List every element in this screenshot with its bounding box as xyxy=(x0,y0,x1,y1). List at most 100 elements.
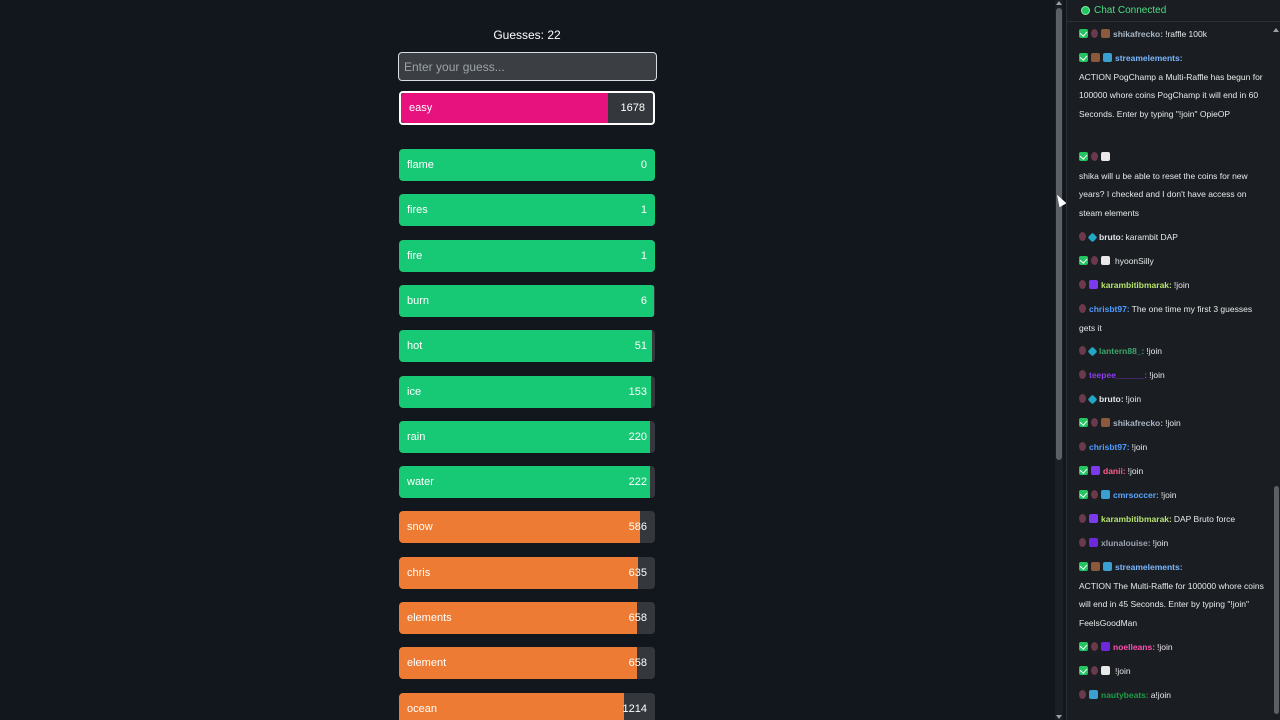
sword-badge-icon xyxy=(1091,53,1100,62)
drop-badge-icon xyxy=(1079,280,1086,289)
drop-badge-icon xyxy=(1091,666,1098,675)
page-scrollbar[interactable] xyxy=(1055,0,1063,720)
guess-word: ice xyxy=(407,385,422,398)
scroll-down-arrow-icon[interactable] xyxy=(1056,715,1062,719)
chat-username[interactable]: cmrsoccer: xyxy=(1113,490,1159,500)
guess-word: hot xyxy=(407,340,423,353)
chat-message: chrisbt97: !join xyxy=(1079,438,1269,457)
guess-word: element xyxy=(407,657,447,670)
guess-rank: 1 xyxy=(640,204,647,217)
chat-username[interactable]: bruto: xyxy=(1099,394,1124,404)
check-badge-icon xyxy=(1079,152,1088,161)
guess-row: flame 0 xyxy=(399,149,655,181)
gem-badge-icon xyxy=(1087,232,1098,243)
guess-row: ice 153 xyxy=(399,375,655,408)
guess-similarity-bar xyxy=(399,647,638,680)
tv-badge-icon xyxy=(1101,256,1110,265)
chat-message-text: a!join xyxy=(1150,690,1172,700)
drop-badge-icon xyxy=(1091,490,1098,499)
guess-row: snow 586 xyxy=(399,511,655,544)
chat-username[interactable]: teepee______: xyxy=(1089,370,1148,380)
chat-message: karambitibmarak: DAP Bruto force xyxy=(1079,510,1269,529)
chat-message: teepee______: !join xyxy=(1079,366,1269,385)
connected-status-icon xyxy=(1081,6,1090,15)
game-area: Guesses: 22 easy 1678 flame 0 fires 1 fire 1 b… xyxy=(398,28,657,720)
guess-word: fires xyxy=(407,204,428,217)
yt-badge-icon xyxy=(1091,466,1100,475)
guess-word: rain xyxy=(407,430,426,443)
guess-row: fire 1 xyxy=(399,239,655,272)
chat-message-text: karambit DAP xyxy=(1125,232,1178,242)
guess-similarity-bar xyxy=(399,692,625,720)
current-guess-rank: 1678 xyxy=(620,102,645,114)
guess-similarity-bar xyxy=(399,375,652,408)
chat-message: chrisbt97: The one time my first 3 guesse… xyxy=(1079,300,1269,337)
chat-username[interactable]: streamelements: xyxy=(1115,53,1183,63)
chat-username[interactable]: karambitibmarak: xyxy=(1101,280,1172,290)
chat-message: shikafrecko: !raffle 100k xyxy=(1079,25,1269,44)
chat-panel: Chat Connected shikafrecko: !raffle 100k s… xyxy=(1066,0,1280,720)
guess-similarity-bar xyxy=(399,511,640,544)
chat-username[interactable]: nautybeats: xyxy=(1101,690,1149,700)
guess-rank: 1 xyxy=(640,249,647,262)
guess-word: chris xyxy=(407,566,431,579)
chat-username[interactable]: streamelements: xyxy=(1115,562,1183,572)
chat-username[interactable]: bruto: xyxy=(1099,232,1124,242)
check-badge-icon xyxy=(1079,642,1088,651)
drop-badge-icon xyxy=(1079,442,1086,451)
chat-username[interactable]: shikafrecko: xyxy=(1113,29,1164,39)
guess-similarity-bar xyxy=(399,149,655,181)
tv-badge-icon xyxy=(1101,666,1110,675)
guess-rank: 658 xyxy=(628,612,647,624)
current-guess-fill xyxy=(401,93,608,123)
drop-badge-icon xyxy=(1079,346,1086,355)
chat-username[interactable]: lantern88_: xyxy=(1099,346,1145,356)
chat-message: streamelements: ACTION The Multi-Raffle f… xyxy=(1079,558,1269,633)
guess-row: rain 220 xyxy=(399,420,655,453)
guess-word: snow xyxy=(407,521,433,534)
chat-username[interactable]: chrisbt97: xyxy=(1089,442,1130,452)
chat-username[interactable]: noelleans: xyxy=(1113,642,1156,652)
chat-message: bruto: karambit DAP xyxy=(1079,228,1269,247)
guess-word: elements xyxy=(407,612,452,624)
chat-scroll-up-icon[interactable] xyxy=(1273,28,1279,32)
drop-badge-icon xyxy=(1091,418,1098,427)
guess-rank: 0 xyxy=(640,159,647,171)
chat-username[interactable]: chrisbt97: xyxy=(1089,304,1130,314)
guess-input[interactable] xyxy=(398,52,657,81)
chat-message-text: !join xyxy=(1127,466,1144,476)
dice-badge-icon xyxy=(1101,642,1110,651)
scrollbar-thumb[interactable] xyxy=(1056,8,1062,460)
gem-badge-icon xyxy=(1087,346,1098,357)
check-badge-icon xyxy=(1079,53,1088,62)
dice-badge-icon xyxy=(1089,538,1098,547)
box-badge-icon xyxy=(1103,53,1112,62)
drop-badge-icon xyxy=(1091,152,1098,161)
guess-rank: 6 xyxy=(640,294,647,307)
chat-scrollbar-thumb[interactable] xyxy=(1274,486,1279,714)
scroll-up-arrow-icon[interactable] xyxy=(1056,1,1062,5)
chat-header: Chat Connected xyxy=(1067,0,1280,22)
guess-row: fires 1 xyxy=(399,194,655,227)
drop-badge-icon xyxy=(1079,690,1086,699)
chat-message-text: !join xyxy=(1115,666,1131,676)
chat-username[interactable]: karambitibmarak: xyxy=(1101,514,1172,524)
chat-message-text: !join xyxy=(1160,490,1177,500)
chat-message: nautybeats: a!join xyxy=(1079,686,1269,705)
chat-message: danii: !join xyxy=(1079,462,1269,481)
guess-rank: 1214 xyxy=(622,702,647,715)
chat-username[interactable]: xlunalouise: xyxy=(1101,538,1151,548)
guess-similarity-bar xyxy=(399,466,650,499)
guess-rank: 586 xyxy=(628,521,647,534)
guess-rank: 153 xyxy=(628,385,647,398)
chat-scrollbar[interactable] xyxy=(1272,22,1280,720)
check-badge-icon xyxy=(1079,666,1088,675)
check-badge-icon xyxy=(1079,418,1088,427)
chat-username[interactable]: shikafrecko: xyxy=(1113,418,1164,428)
guess-word: fire xyxy=(407,249,423,262)
guess-word: ocean xyxy=(407,702,437,715)
chat-username[interactable]: danii: xyxy=(1103,466,1126,476)
check-badge-icon xyxy=(1079,490,1088,499)
guess-rank: 51 xyxy=(634,340,647,353)
chat-message-text: ACTION PogChamp a Multi-Raffle has begun… xyxy=(1079,71,1263,120)
